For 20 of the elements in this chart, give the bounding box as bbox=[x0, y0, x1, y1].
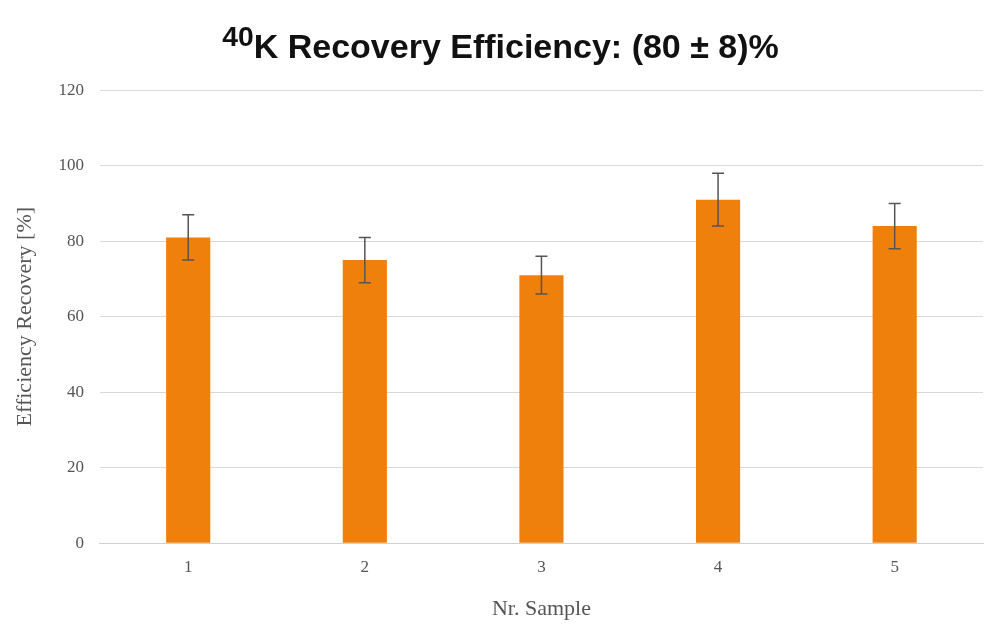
x-tick-label: 3 bbox=[537, 556, 546, 576]
x-tick-label: 5 bbox=[890, 556, 899, 576]
y-tick-label: 20 bbox=[66, 457, 84, 477]
y-tick-label: 120 bbox=[58, 79, 84, 99]
y-tick-label: 0 bbox=[75, 532, 84, 552]
chart-title: $^{40}$K Recovery Efficiency: (80 ± 8)% bbox=[221, 19, 780, 66]
x-axis-title: Nr. Sample bbox=[491, 594, 591, 620]
x-tick-label: 2 bbox=[360, 556, 370, 576]
y-tick-label: 100 bbox=[58, 155, 84, 175]
bar bbox=[519, 275, 564, 543]
bar bbox=[342, 260, 387, 543]
bar bbox=[695, 199, 741, 543]
x-tick-label: 4 bbox=[713, 556, 723, 576]
x-tick-label: 1 bbox=[183, 556, 193, 576]
bar bbox=[872, 226, 917, 543]
bar bbox=[166, 237, 211, 543]
y-tick-label: 40 bbox=[66, 381, 84, 401]
y-axis-title: Efficiency Recovery [%] bbox=[10, 206, 36, 427]
y-tick-label: 60 bbox=[66, 306, 84, 326]
y-tick-label: 80 bbox=[66, 230, 84, 250]
